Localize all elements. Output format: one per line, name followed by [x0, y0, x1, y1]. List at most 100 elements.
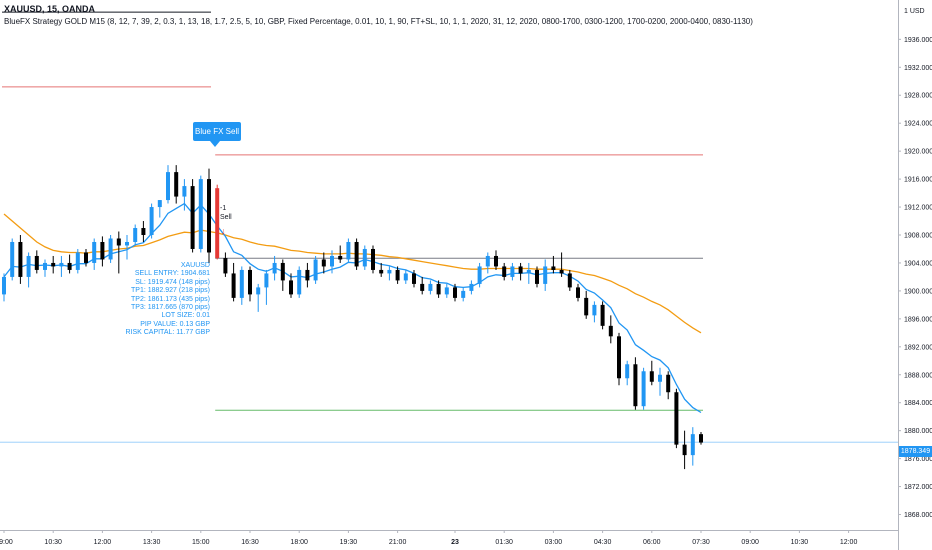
candle-body — [502, 266, 507, 277]
sell-arrow-icon: ↓ — [221, 226, 226, 236]
candle-body — [346, 241, 351, 260]
symbol-title: XAUUSD, 15, OANDA — [4, 4, 96, 14]
y-tick-label: 1868.000 — [904, 512, 932, 519]
trade-info-panel: XAUUSD SELL ENTRY: 1904.681 SL: 1919.474… — [125, 262, 210, 338]
sell-signal-count: -1 — [220, 205, 227, 212]
candle-body — [10, 241, 15, 277]
y-tick-label: 1928.000 — [904, 93, 932, 100]
y-tick-label: 1884.000 — [904, 400, 932, 407]
x-tick-label: 19:30 — [340, 539, 358, 546]
candle-body — [699, 434, 703, 443]
candle-body — [18, 241, 23, 277]
candle-body — [641, 371, 646, 407]
candle-body — [305, 269, 310, 281]
candle-body — [682, 444, 687, 456]
candle-body — [67, 262, 72, 270]
y-tick-label: 1872.000 — [904, 484, 932, 491]
sell-signal-badge[interactable]: Blue FX Sell — [193, 122, 241, 147]
candle-body — [576, 287, 580, 298]
x-tick-label: 10:30 — [44, 539, 62, 546]
y-tick-label: 1892.000 — [904, 344, 932, 351]
candle-body — [198, 179, 203, 249]
candle-body — [535, 269, 539, 284]
y-tick-label: 1908.000 — [904, 233, 932, 240]
candle-body — [338, 255, 343, 260]
candle-body — [403, 273, 408, 281]
candle-body — [461, 290, 466, 298]
candle-body — [231, 273, 236, 298]
x-tick-label: 18:00 — [290, 539, 308, 546]
sell-signal-label: -1 Sell — [220, 204, 232, 222]
candle-body — [387, 269, 392, 274]
candle-body — [166, 172, 170, 201]
trade-info-lot: LOT SIZE: 0.01 — [161, 312, 210, 320]
candle-body — [141, 228, 146, 236]
candle-body — [354, 241, 359, 267]
y-tick-label: 1904.000 — [904, 260, 932, 267]
y-tick-label: 1888.000 — [904, 372, 932, 379]
trade-info-symbol: XAUUSD — [180, 262, 210, 269]
y-tick-label: 1876.000 — [904, 456, 932, 463]
candle-body — [551, 266, 556, 270]
candle-body — [362, 248, 367, 267]
candle-body — [280, 262, 285, 281]
candle-body — [289, 280, 293, 295]
y-tick-label: 1896.000 — [904, 316, 932, 323]
candle-body — [494, 255, 498, 267]
ema-fast-line — [3, 202, 702, 414]
candle-body — [125, 241, 129, 246]
candle-body — [51, 262, 56, 267]
y-tick-label: 1900.000 — [904, 288, 932, 295]
candle-body — [34, 255, 39, 270]
candle-body — [26, 255, 31, 277]
x-tick-label: 03:00 — [545, 539, 563, 546]
candle-body — [92, 241, 97, 263]
x-tick-label: 09:00 — [0, 539, 13, 546]
candle-body — [215, 188, 220, 259]
candle-body — [658, 374, 662, 382]
candle-body — [510, 266, 515, 277]
sell-signal-text: Sell — [220, 214, 232, 221]
candle-body — [272, 262, 277, 274]
study-legend[interactable]: BlueFX Strategy GOLD M15 (8, 12, 7, 39, … — [4, 17, 753, 26]
candle-body — [371, 248, 375, 270]
y-tick-label: 1880.000 — [904, 428, 932, 435]
candle-body — [2, 276, 6, 295]
x-tick-label: 01:30 — [495, 539, 513, 546]
candle-body — [157, 200, 162, 208]
x-tick-label: 15:00 — [192, 539, 210, 546]
candle-body — [477, 266, 482, 284]
candle-body — [617, 336, 621, 379]
candle-body — [149, 207, 154, 236]
candle-body — [297, 269, 302, 295]
candle-body — [174, 172, 179, 197]
x-tick-label: 16:30 — [241, 539, 259, 546]
candle-body — [207, 179, 211, 253]
candle-body — [75, 252, 80, 270]
candle-body — [108, 238, 113, 260]
candle-body — [690, 434, 695, 456]
candle-body — [133, 228, 138, 242]
candle-body — [379, 269, 384, 274]
candle-body — [526, 269, 531, 274]
candle-body — [633, 364, 638, 407]
candle-body — [412, 273, 416, 284]
trade-info-pip: PIP VALUE: 0.13 GBP — [140, 320, 210, 328]
trade-info-tp2: TP2: 1861.173 (435 pips) — [131, 295, 210, 303]
x-tick-label: 09:00 — [741, 539, 759, 546]
candle-body — [625, 364, 630, 379]
candle-body — [100, 241, 105, 260]
candle-body — [330, 255, 334, 267]
x-tick-label: 04:30 — [594, 539, 612, 546]
x-tick-label: 07:30 — [692, 539, 710, 546]
current-price-tag: 1878.349 — [899, 446, 932, 457]
candle-body — [543, 266, 548, 284]
trade-info-entry: SELL ENTRY: 1904.681 — [134, 270, 210, 278]
x-tick-label: 10:30 — [791, 539, 809, 546]
candle-body — [444, 287, 449, 295]
candle-body — [453, 287, 457, 298]
trade-info-tp3: TP3: 1817.665 (870 pips) — [131, 304, 210, 312]
y-tick-label: 1932.000 — [904, 65, 932, 72]
